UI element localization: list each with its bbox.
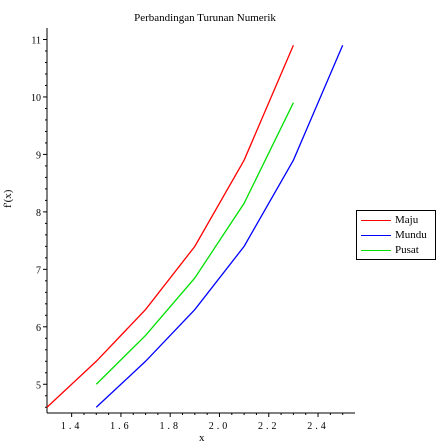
series-line-mundu (95, 44, 344, 408)
chart-title: Perbandingan Turunan Numerik (134, 12, 276, 24)
series-line-pusat (95, 102, 294, 385)
y-axis-label: f'(x) (2, 189, 14, 208)
legend-label: Pusat (395, 244, 419, 256)
y-tick-label: 10 (31, 93, 41, 104)
x-axis-label: x (199, 432, 205, 444)
x-tick-label: 2.2 (258, 421, 280, 432)
x-tick-label: 1.4 (61, 421, 83, 432)
y-tick-label: 5 (36, 380, 41, 391)
legend-swatch (361, 219, 391, 221)
y-tick-label: 11 (31, 35, 41, 46)
chart-legend: Maju Mundu Pusat (356, 210, 436, 260)
x-tick-label: 2.0 (209, 421, 231, 432)
legend-label: Mundu (395, 229, 427, 241)
legend-item-mundu: Mundu (361, 228, 427, 242)
legend-swatch (361, 249, 391, 251)
y-tick-label: 9 (36, 150, 41, 161)
series-line-maju (46, 44, 294, 408)
y-tick-label: 6 (36, 323, 41, 334)
y-tick-label: 7 (36, 265, 41, 276)
legend-item-maju: Maju (361, 213, 418, 227)
y-tick-label: 8 (36, 208, 41, 219)
x-tick-label: 1.8 (159, 421, 181, 432)
legend-swatch (361, 234, 391, 236)
x-tick-label: 2.4 (307, 421, 329, 432)
chart-series (46, 44, 344, 408)
x-tick-label: 1.6 (110, 421, 132, 432)
legend-label: Maju (395, 214, 419, 226)
legend-item-pusat: Pusat (361, 243, 419, 257)
chart-axes: 5 6 7 8 9 10 11 1.4 1.6 1.8 2.0 2.2 2.4 (31, 28, 355, 432)
